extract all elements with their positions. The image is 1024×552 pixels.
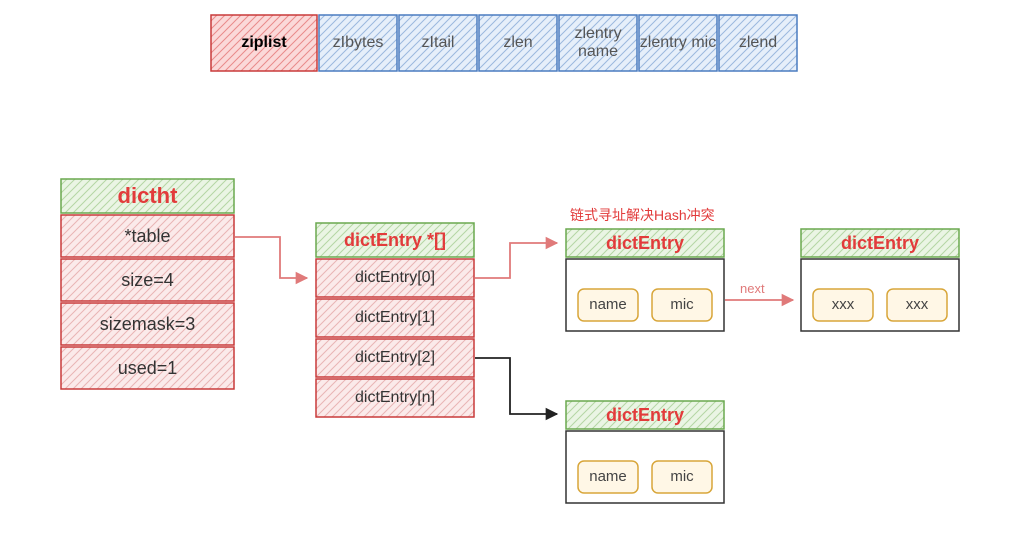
dictht-row-2: sizemask=3 [60,302,235,346]
dictentry-arr-row-3: dictEntry[n] [315,378,475,418]
kv-e2-1: xxx [886,288,948,322]
dictht-row-0: *table [60,214,235,258]
ziplist-cell-4: zlentry mic [638,14,718,72]
kv-e3-1: mic [651,460,713,494]
kv-e1-1: mic [651,288,713,322]
arrow-label-a3: next [740,281,765,296]
dictentry-arr-row-2: dictEntry[2] [315,338,475,378]
dictentry-header-e3: dictEntry [565,400,725,430]
ziplist-cell-2: zlen [478,14,558,72]
arrow-a4 [475,358,557,414]
ziplist-cell-1: zItail [398,14,478,72]
arrow-a2 [475,243,557,278]
kv-e3-0: name [577,460,639,494]
dictentry-arr-row-0: dictEntry[0] [315,258,475,298]
ziplist-cell-3: zlentry name [558,14,638,72]
kv-e2-0: xxx [812,288,874,322]
ziplist-cell-0: zIbytes [318,14,398,72]
dictht-row-1: size=4 [60,258,235,302]
arrow-a1 [235,237,307,278]
ziplist-header: ziplist [210,14,318,72]
ziplist-cell-5: zlend [718,14,798,72]
dictht-header: dictht [60,178,235,214]
dictentry-header-e1: dictEntry [565,228,725,258]
dictentry-arr-header: dictEntry *[] [315,222,475,258]
dictentry-header-e2: dictEntry [800,228,960,258]
dictht-row-3: used=1 [60,346,235,390]
dictentry-arr-row-1: dictEntry[1] [315,298,475,338]
kv-e1-0: name [577,288,639,322]
hash-collision-annotation: 链式寻址解决Hash冲突 [570,205,715,225]
